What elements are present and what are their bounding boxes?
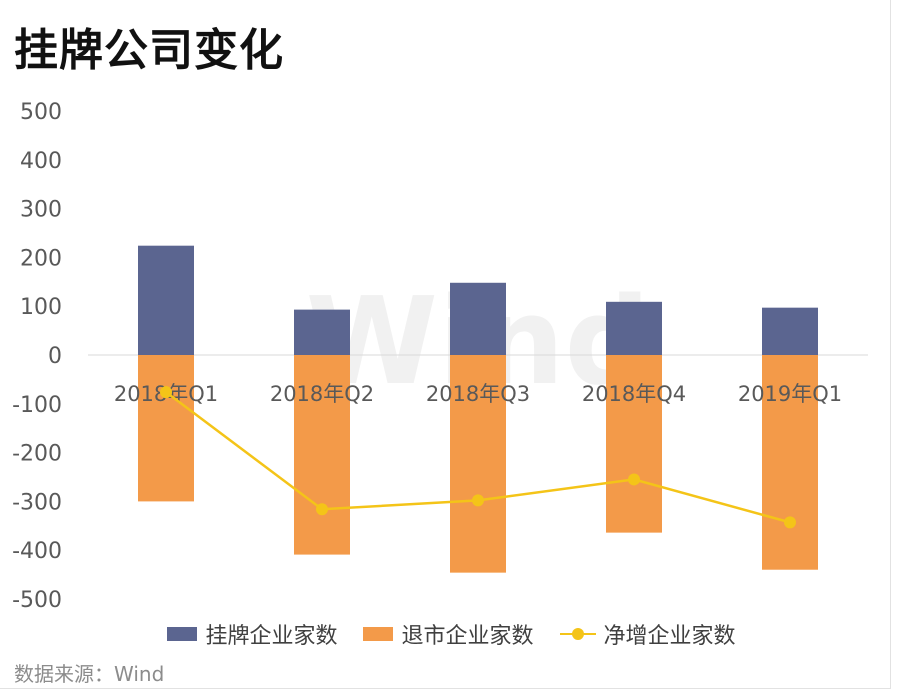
bar-listed [762,307,818,355]
bar-listed [138,245,194,355]
y-tick-label: 0 [48,344,62,369]
y-tick-label: -400 [12,539,62,564]
legend-label-listed: 挂牌企业家数 [205,624,338,649]
legend-item-listed: 挂牌企业家数 [167,618,337,650]
x-tick-label: 2018年Q3 [426,382,530,406]
bar-delisted [762,355,818,570]
net-point [316,503,328,516]
bar-listed [450,282,506,355]
chart-title: 挂牌公司变化 [14,25,284,76]
legend-swatch-listed [167,627,198,641]
legend-label-delisted: 退市企业家数 [401,624,534,649]
y-tick-label: 200 [20,246,62,271]
net-point [628,473,640,486]
net-point [784,516,796,529]
legend-label-net: 净增企业家数 [603,624,736,649]
y-tick-label: -100 [12,393,62,418]
legend-item-net: 净增企业家数 [559,618,736,650]
x-tick-label: 2018年Q4 [582,382,686,406]
y-tick-label: 300 [20,198,62,223]
bar-listed [606,301,662,355]
y-tick-label: -200 [12,442,62,467]
bar-delisted [138,355,194,502]
bar-delisted [606,355,662,533]
net-point [472,494,484,507]
x-tick-label: 2019年Q1 [738,382,842,406]
legend-item-delisted: 退市企业家数 [363,618,534,650]
source-note: 数据来源：Wind [14,662,165,686]
y-tick-label: -500 [12,588,62,613]
legend-swatch-delisted [363,627,394,641]
x-tick-label: 2018年Q2 [270,382,374,406]
y-tick-label: 400 [20,149,62,174]
legend-swatch-net [559,627,596,641]
y-tick-label: -300 [12,490,62,515]
net-point [160,386,172,399]
y-tick-label: 100 [20,295,62,320]
y-tick-label: 500 [20,100,62,125]
legend: 挂牌企业家数 退市企业家数 净增企业家数 [0,618,903,650]
bar-delisted [450,355,506,573]
bar-delisted [294,355,350,555]
bar-listed [294,309,350,355]
